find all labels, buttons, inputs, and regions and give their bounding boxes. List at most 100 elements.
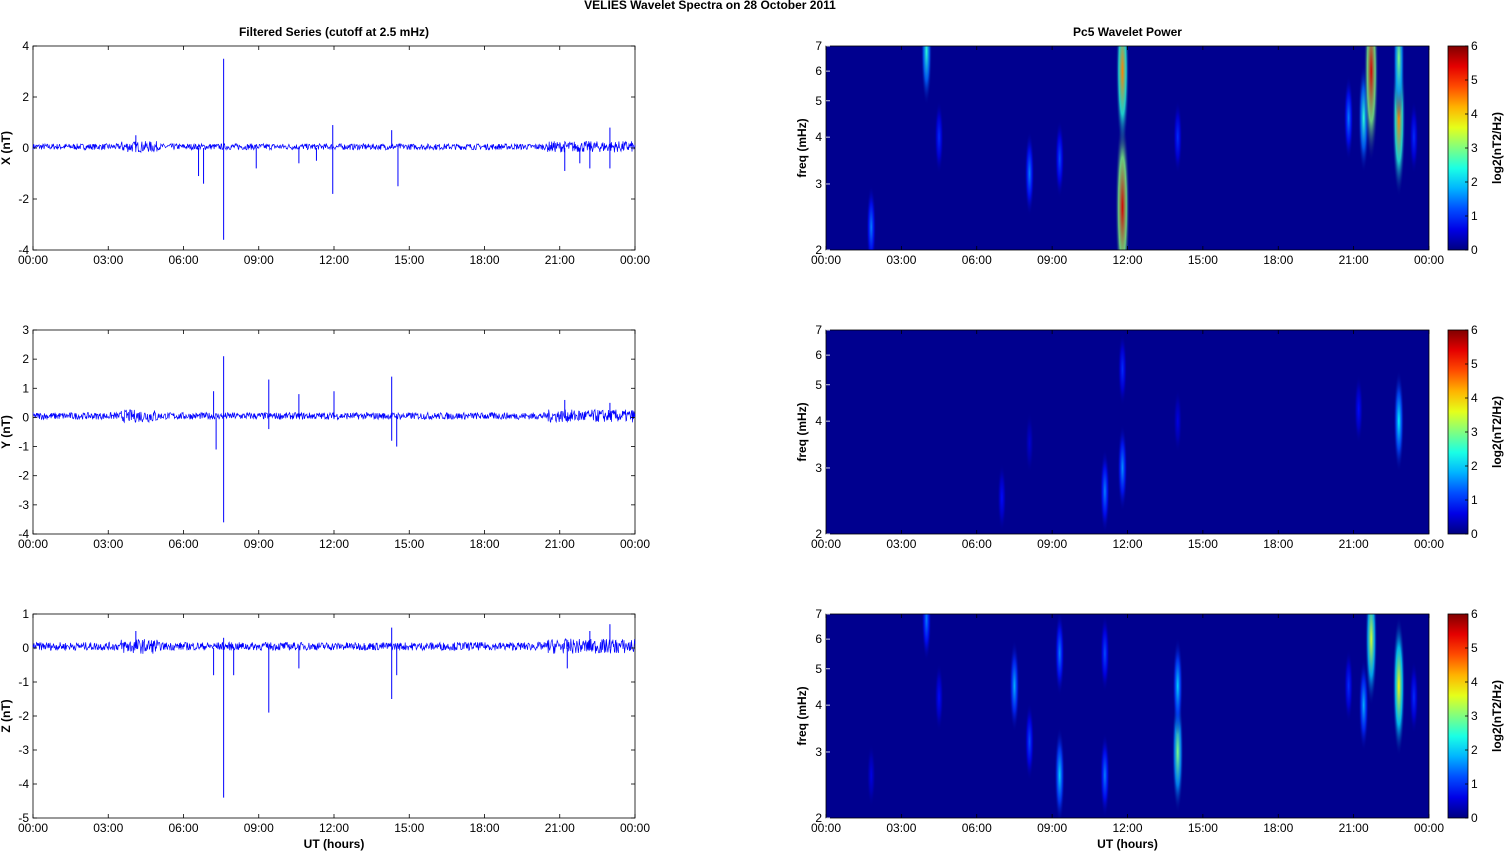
colorbar-tick-label: 4	[1471, 107, 1478, 121]
x-tick-label: 03:00	[886, 253, 916, 267]
colorbar-tick-label: 0	[1471, 527, 1478, 541]
colorbar-tick-label: 0	[1471, 243, 1478, 257]
x-tick-label: 00:00	[1414, 537, 1444, 551]
y-axis-label: freq (mHz)	[795, 118, 809, 177]
y-tick-label: -1	[18, 440, 29, 454]
y-tick-label: -2	[18, 469, 29, 483]
series-trace	[32, 140, 636, 154]
colorbar-tick-label: 4	[1471, 391, 1478, 405]
y-tick-label: 1	[22, 607, 29, 621]
power-blob	[1393, 46, 1405, 120]
heatmap-blobs	[997, 332, 1405, 534]
y-tick-label: 5	[815, 378, 822, 392]
x-tick-label: 06:00	[962, 821, 992, 835]
power-blob	[1099, 732, 1110, 818]
y-tick-label: -3	[18, 498, 29, 512]
x-tick-label: 06:00	[168, 537, 198, 551]
colorbar: 6 5 4 3 2 1 0 log2(nT2/Hz)	[1447, 39, 1504, 257]
x-tick-label: 00:00	[620, 253, 650, 267]
x-axis-label: UT (hours)	[1097, 837, 1158, 851]
power-blob	[1024, 702, 1035, 781]
power-blob	[1054, 726, 1065, 818]
power-blob	[1024, 130, 1035, 217]
x-tick-label: 03:00	[93, 537, 123, 551]
x-tick-label: 09:00	[1037, 253, 1067, 267]
plot-area	[32, 329, 636, 535]
power-blob	[1392, 615, 1406, 757]
colorbar: 6 5 4 3 2 1 0 log2(nT2/Hz)	[1447, 607, 1504, 825]
power-blob	[1009, 639, 1020, 733]
y-axis-label: freq (mHz)	[795, 402, 809, 461]
x-tick-label: 12:00	[1112, 821, 1142, 835]
x-tick-label: 12:00	[319, 253, 349, 267]
x-tick-label: 09:00	[244, 821, 274, 835]
x-tick-label: 00:00	[811, 821, 841, 835]
power-blob	[1365, 614, 1378, 707]
colorbar-tick-label: 0	[1471, 811, 1478, 825]
y-tick-label: 1	[22, 381, 29, 395]
colorbar-tick-label: 2	[1471, 175, 1478, 189]
series-trace	[32, 637, 636, 654]
x-tick-label: 03:00	[93, 253, 123, 267]
power-blob	[1344, 648, 1354, 723]
x-tick-label: 00:00	[18, 253, 48, 267]
y-tick-label: 2	[815, 243, 822, 257]
power-blob	[1343, 74, 1354, 161]
heatmap-background	[826, 330, 1429, 534]
x-tick-label: 15:00	[1188, 537, 1218, 551]
heatmap-blobs	[866, 46, 1419, 250]
y-tick-label: 7	[815, 39, 822, 53]
panel-title: Pc5 Wavelet Power	[1073, 25, 1182, 39]
y-tick-label: 4	[815, 698, 822, 712]
x-tick-label: 00:00	[620, 537, 650, 551]
power-blob	[1172, 636, 1183, 735]
x-axis-label: UT (hours)	[304, 837, 365, 851]
series-panel-3: 10-1-2-3-4-500:00 03:00 06:00 09:00 12:00 15:…	[0, 607, 650, 851]
power-blob	[1115, 46, 1130, 151]
x-tick-label: 18:00	[1263, 821, 1293, 835]
x-tick-label: 06:00	[168, 253, 198, 267]
power-blob	[1354, 374, 1364, 444]
x-tick-label: 00:00	[18, 537, 48, 551]
x-tick-label: 18:00	[1263, 253, 1293, 267]
colorbar-tick-label: 3	[1471, 709, 1478, 723]
colorbar-tick-label: 6	[1471, 607, 1478, 621]
x-tick-label: 15:00	[394, 253, 424, 267]
power-blob	[997, 463, 1007, 533]
x-tick-label: 00:00	[811, 537, 841, 551]
y-tick-label: 2	[22, 352, 29, 366]
y-tick-label: -3	[18, 743, 29, 757]
colorbar-tick-label: 6	[1471, 39, 1478, 53]
x-tick-label: 21:00	[1339, 821, 1369, 835]
series-panel-1: 420-2-400:00 03:00 06:00 09:00 12:00 15:00 18:…	[0, 25, 650, 267]
panel-title: Filtered Series (cutoff at 2.5 mHz)	[239, 25, 429, 39]
y-tick-label: 6	[815, 348, 822, 362]
x-tick-label: 18:00	[469, 537, 499, 551]
x-tick-label: 21:00	[1339, 253, 1369, 267]
y-tick-label: 6	[815, 632, 822, 646]
colorbar-tick-label: 6	[1471, 323, 1478, 337]
power-blob	[866, 184, 877, 250]
power-blob	[934, 100, 944, 175]
y-tick-label: 0	[22, 641, 29, 655]
x-tick-label: 15:00	[1188, 821, 1218, 835]
y-tick-label: 3	[815, 461, 822, 475]
y-tick-label: -4	[18, 243, 29, 257]
power-blob	[1117, 332, 1128, 407]
power-blob	[1115, 116, 1130, 250]
y-tick-label: 4	[815, 130, 822, 144]
colorbar: 6 5 4 3 2 1 0 log2(nT2/Hz)	[1447, 323, 1504, 541]
x-tick-label: 00:00	[620, 821, 650, 835]
x-tick-label: 12:00	[319, 537, 349, 551]
colorbar-tick-label: 1	[1471, 209, 1478, 223]
x-tick-label: 18:00	[469, 821, 499, 835]
x-tick-label: 12:00	[1112, 253, 1142, 267]
x-tick-label: 00:00	[18, 821, 48, 835]
y-tick-label: 3	[22, 323, 29, 337]
heatmap-background	[826, 614, 1429, 818]
y-tick-label: 3	[815, 745, 822, 759]
